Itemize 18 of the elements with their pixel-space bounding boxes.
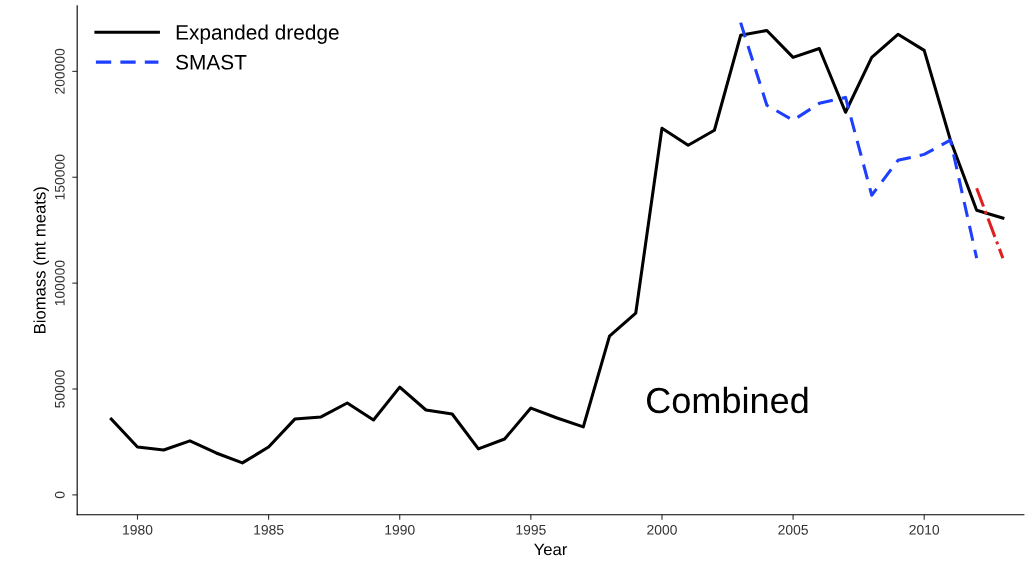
y-tick-label: 0 — [54, 491, 65, 499]
x-tick-label: 1985 — [254, 524, 284, 535]
x-tick-label: 1990 — [385, 524, 415, 535]
legend-label: SMAST — [176, 54, 247, 70]
y-tick-label: 100000 — [54, 260, 65, 306]
x-tick-label: 1980 — [123, 524, 153, 535]
x-tick-label: 2005 — [778, 524, 808, 535]
y-tick-label: 200000 — [54, 48, 65, 94]
annotation: Combined — [647, 386, 808, 414]
line-series — [739, 21, 979, 260]
legend-label: Expanded dredge — [176, 24, 339, 44]
x-tick-label: 1995 — [516, 524, 546, 535]
x-axis-title: Year — [534, 543, 568, 556]
y-tick-label: 150000 — [54, 154, 65, 200]
x-tick-label: 2010 — [909, 524, 940, 535]
y-axis-title: Biomass (mt meats) — [33, 187, 49, 333]
x-tick-label: 2000 — [647, 524, 677, 535]
y-tick-label: 50000 — [54, 370, 65, 408]
